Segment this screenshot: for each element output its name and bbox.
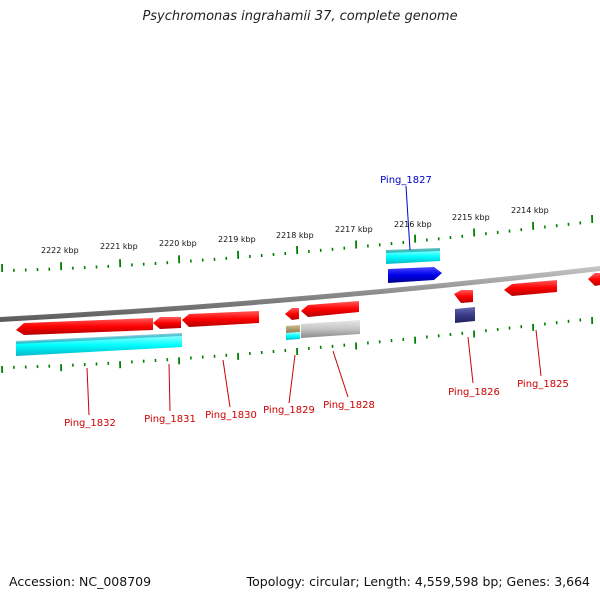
- gene-labels: Ping_1827 Ping_1832 Ping_1831 Ping_1830 …: [64, 175, 569, 429]
- gene-label-ping-1829[interactable]: Ping_1829: [263, 405, 315, 416]
- axis-tick-label: 2221 kbp: [100, 242, 138, 251]
- gene-label-ping-1832[interactable]: Ping_1832: [64, 418, 116, 429]
- axis-tick-label: 2217 kbp: [335, 225, 373, 234]
- gene-label-ping-1827[interactable]: Ping_1827: [380, 175, 432, 186]
- axis-tick-label: 2218 kbp: [276, 231, 314, 240]
- gene-ping-1826-lower[interactable]: [455, 307, 475, 323]
- gene-label-ping-1825[interactable]: Ping_1825: [517, 379, 569, 390]
- inner-tick-track: [1, 316, 594, 374]
- gene-ping-1828[interactable]: [301, 301, 359, 317]
- topology-text: Topology: circular; Length: 4,559,598 bp…: [246, 574, 590, 589]
- gene-ping-1831[interactable]: [153, 317, 181, 329]
- gene-label-ping-1831[interactable]: Ping_1831: [144, 414, 196, 425]
- gene-label-ping-1826[interactable]: Ping_1826: [448, 387, 500, 398]
- axis-tick-label: 2215 kbp: [452, 213, 490, 222]
- leader-line-ping-1825: [535, 329, 542, 377]
- leader-lines: [86, 185, 542, 416]
- gene-partial-right[interactable]: [588, 273, 600, 286]
- leader-line-ping-1826: [467, 336, 474, 384]
- gene-ping-1829-lower[interactable]: [286, 325, 300, 340]
- gene-label-ping-1830[interactable]: Ping_1830: [205, 410, 257, 421]
- leader-line-ping-1830: [222, 359, 231, 408]
- leader-line-ping-1827: [405, 185, 411, 251]
- axis-tick-label: 2220 kbp: [159, 239, 197, 248]
- gene-ping-1829[interactable]: [285, 308, 299, 320]
- gene-ping-1832[interactable]: [16, 318, 153, 335]
- axis-tick-label: 2219 kbp: [218, 235, 256, 244]
- gene-ping-1828-lower[interactable]: [301, 320, 360, 338]
- outer-tick-track: [1, 214, 594, 273]
- gene-ping-1830[interactable]: [182, 311, 259, 327]
- axis-tick-label: 2222 kbp: [41, 246, 79, 255]
- gene-ping-1832-lower[interactable]: [16, 333, 182, 356]
- gene-ping-1826[interactable]: [454, 290, 473, 303]
- axis-labels: 2222 kbp 2221 kbp 2220 kbp 2219 kbp 2218…: [41, 206, 549, 255]
- leader-line-ping-1829: [288, 354, 296, 404]
- gene-label-ping-1828[interactable]: Ping_1828: [323, 400, 375, 411]
- accession-text: Accession: NC_008709: [9, 574, 152, 589]
- leader-line-ping-1831: [168, 363, 171, 412]
- gene-ping-1825[interactable]: [504, 280, 557, 296]
- page-title: Psychromonas ingrahamii 37, complete gen…: [142, 9, 458, 24]
- axis-tick-label: 2214 kbp: [511, 206, 549, 215]
- gene-ping-1827-upper[interactable]: [386, 248, 440, 264]
- leader-line-ping-1828: [332, 350, 349, 398]
- gene-ping-1827[interactable]: [388, 267, 442, 283]
- leader-line-ping-1832: [86, 367, 90, 416]
- genome-backbone: [0, 266, 600, 322]
- axis-tick-label: 2216 kbp: [394, 220, 432, 229]
